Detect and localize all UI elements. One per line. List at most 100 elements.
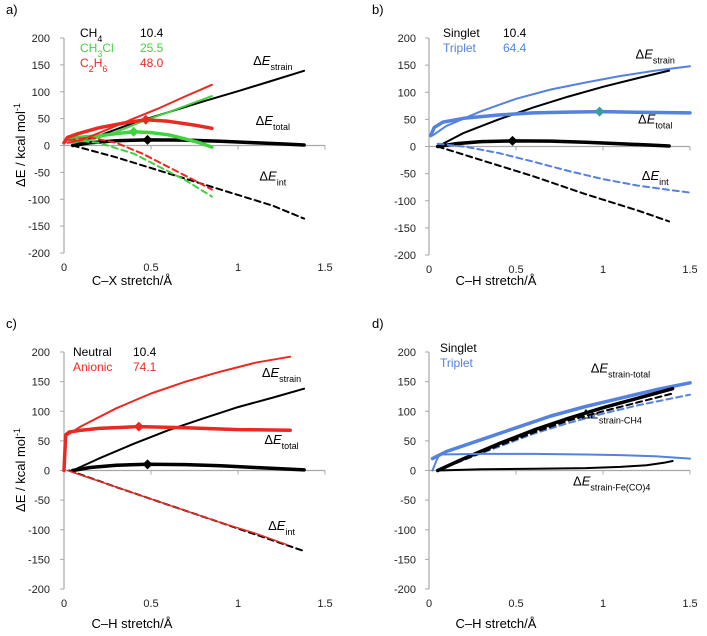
panel-c-series-anionic-int [66,469,288,546]
panel-a-xtick-label: 0.5 [143,262,158,274]
panel-b-series-singlet-total [435,139,671,149]
panel-a-letter: a) [6,2,18,17]
panel-b-ytick-label: -100 [394,196,416,208]
panel-d-series-singlet-strain-ch4 [436,392,674,472]
panel-b-annotation-total: ΔEtotal [638,112,672,131]
panel-d-annotation-strain-total: ΔEstrain-total [591,361,650,380]
panel-d-letter: d) [372,316,384,331]
panel-a-legend-ch4: CH4 [80,26,102,44]
panel-a-ytick-label: 50 [38,114,50,126]
panel-a-legend-ch3cl: CH3Cl [80,41,114,59]
panel-b-ytick-label: 150 [398,60,416,72]
panel-b-x-axis-title: C–H stretch/Å [456,273,537,288]
panel-d: d) 200 150 100 50 0 -50 -100 -150 -200 0 0.5 1 1.5 C–H… [372,316,698,631]
panel-a-y-axis-title: ΔE / kcal mol-1 [12,103,28,187]
panel-c-ytick-label: 0 [44,466,50,478]
panel-d-ytick-label: 100 [398,406,416,418]
panel-b-series-triplet-total [428,109,692,138]
panel-c-series-anionic-strain [66,355,292,436]
panel-a-annotation-strain: ΔEstrain [253,53,292,72]
panel-c-y-axis-title: ΔE / kcal mol-1 [12,428,28,512]
panel-a-legend-c2h6: C2H6 [80,56,107,74]
panel-a-marker-diamond [142,134,153,145]
panel-a-ytick-label: 100 [32,87,50,99]
panel-b-ytick-label: -150 [394,223,416,235]
panel-a-xtick-label: 1 [235,262,241,274]
panel-c-series-neutral-strain [71,387,306,472]
panel-a-ytick-label: -50 [34,167,50,179]
panel-c-xtick-label: 0.5 [143,598,158,610]
panel-d-xtick-label: 1.5 [682,598,697,610]
panel-a-xtick-label: 0 [61,262,67,274]
panel-c-letter: c) [6,316,17,331]
panel-b-xtick-label: 1 [600,264,606,276]
panel-a-annotation-int: ΔEint [259,168,286,187]
panel-d-annotation-strain-ch4: ΔEstrain-CH4 [582,406,642,425]
panel-b-ytick-label: 0 [410,142,416,154]
panel-a-series-c2h6-int [68,136,213,191]
panel-a-ytick-label: 200 [32,33,50,45]
panel-d-series-singlet-strain-fe-co-4 [436,460,674,472]
panel-d-x-axis-title: C–H stretch/Å [456,616,537,631]
panel-a-series-ch4-int [71,144,306,220]
panel-c: c) 200 150 100 50 0 -50 -100 -150 -200 0 0.5 1 1.5 C–H… [6,316,333,631]
panel-c-ytick-label: -200 [28,584,50,596]
panel-b-ytick-label: -50 [400,169,416,181]
panel-a-ytick-label: -100 [28,194,50,206]
panel-c-legend-anionic: Anionic [73,360,112,374]
panel-b-annotation-strain: ΔEstrain [636,47,675,66]
panel-d-xtick-label: 1 [600,598,606,610]
panel-c-xtick-label: 1.5 [317,598,332,610]
panel-c-series-neutral-total [70,462,306,473]
panel-b-series-singlet-strain [436,69,671,148]
panel-c-xtick-label: 0 [61,598,67,610]
panel-c-ytick-label: -100 [28,525,50,537]
panel-c-marker-diamond [142,459,153,470]
panel-a-series-ch3cl-int [71,139,213,198]
panel-a: a) 200 150 100 50 0 -50 -100 -150 -200 0 0.5 1 1.5 C–X… [6,2,333,288]
panel-a-series-c2h6-strain [66,83,213,144]
panel-d-ytick-label: 50 [404,436,416,448]
panel-d-legend-triplet: Triplet [440,356,474,370]
panel-c-series-anionic-total [62,424,292,473]
panel-d-series-triplet-strain-total [430,381,692,461]
panel-c-x-axis-title: C–H stretch/Å [92,616,173,631]
panel-c-marker-diamond [133,421,144,432]
panel-b-ytick-label: 50 [404,114,416,126]
panel-d-ytick-label: -150 [394,554,416,566]
panel-b-ytick-label: 200 [398,33,416,45]
panel-b: b) 200 150 100 50 0 -50 -100 -150 -200 0 0.5 1 1.5 C–H… [372,2,698,288]
panel-b-marker-diamond [594,106,605,117]
panel-b-series-singlet-int [436,145,671,223]
panel-c-annotation-int: ΔEint [268,518,295,537]
panel-d-series-triplet-strain-ch4 [436,393,691,472]
panel-d-ytick-label: -100 [394,525,416,537]
panel-d-xtick-label: 0.5 [508,598,523,610]
panel-a-ytick-label: 0 [44,141,50,153]
panel-b-ytick-label: 100 [398,87,416,99]
panel-d-annotation-strain-fe-co-4: ΔEstrain-Fe(CO)4 [573,473,650,492]
panel-b-series-triplet-int [436,142,691,194]
panel-c-ytick-label: 100 [32,406,50,418]
panel-d-legend-singlet: Singlet [440,341,477,355]
panel-d-ytick-label: -200 [394,584,416,596]
panel-c-xtick-label: 1 [235,598,241,610]
panel-b-legend-value: 10.4 [503,26,527,40]
panel-a-legend-value: 10.4 [140,26,164,40]
panel-a-xtick-label: 1.5 [317,262,332,274]
panel-a-marker-diamond [140,114,151,125]
panel-a-x-axis-title: C–X stretch/Å [92,273,173,288]
panel-a-legend-value: 48.0 [140,56,164,70]
panel-a-ytick-label: 150 [32,60,50,72]
panel-c-ytick-label: -150 [28,554,50,566]
panel-a-legend-value: 25.5 [140,41,164,55]
panel-c-ytick-label: 50 [38,436,50,448]
panel-a-series-c2h6-total [62,117,214,145]
panel-b-letter: b) [372,2,384,17]
panel-a-marker-diamond [128,126,139,137]
panel-c-legend-value: 10.4 [133,345,157,359]
panel-b-marker-diamond [507,135,518,146]
panel-c-annotation-total: ΔEtotal [264,432,298,451]
panel-c-legend-value: 74.1 [133,360,157,374]
